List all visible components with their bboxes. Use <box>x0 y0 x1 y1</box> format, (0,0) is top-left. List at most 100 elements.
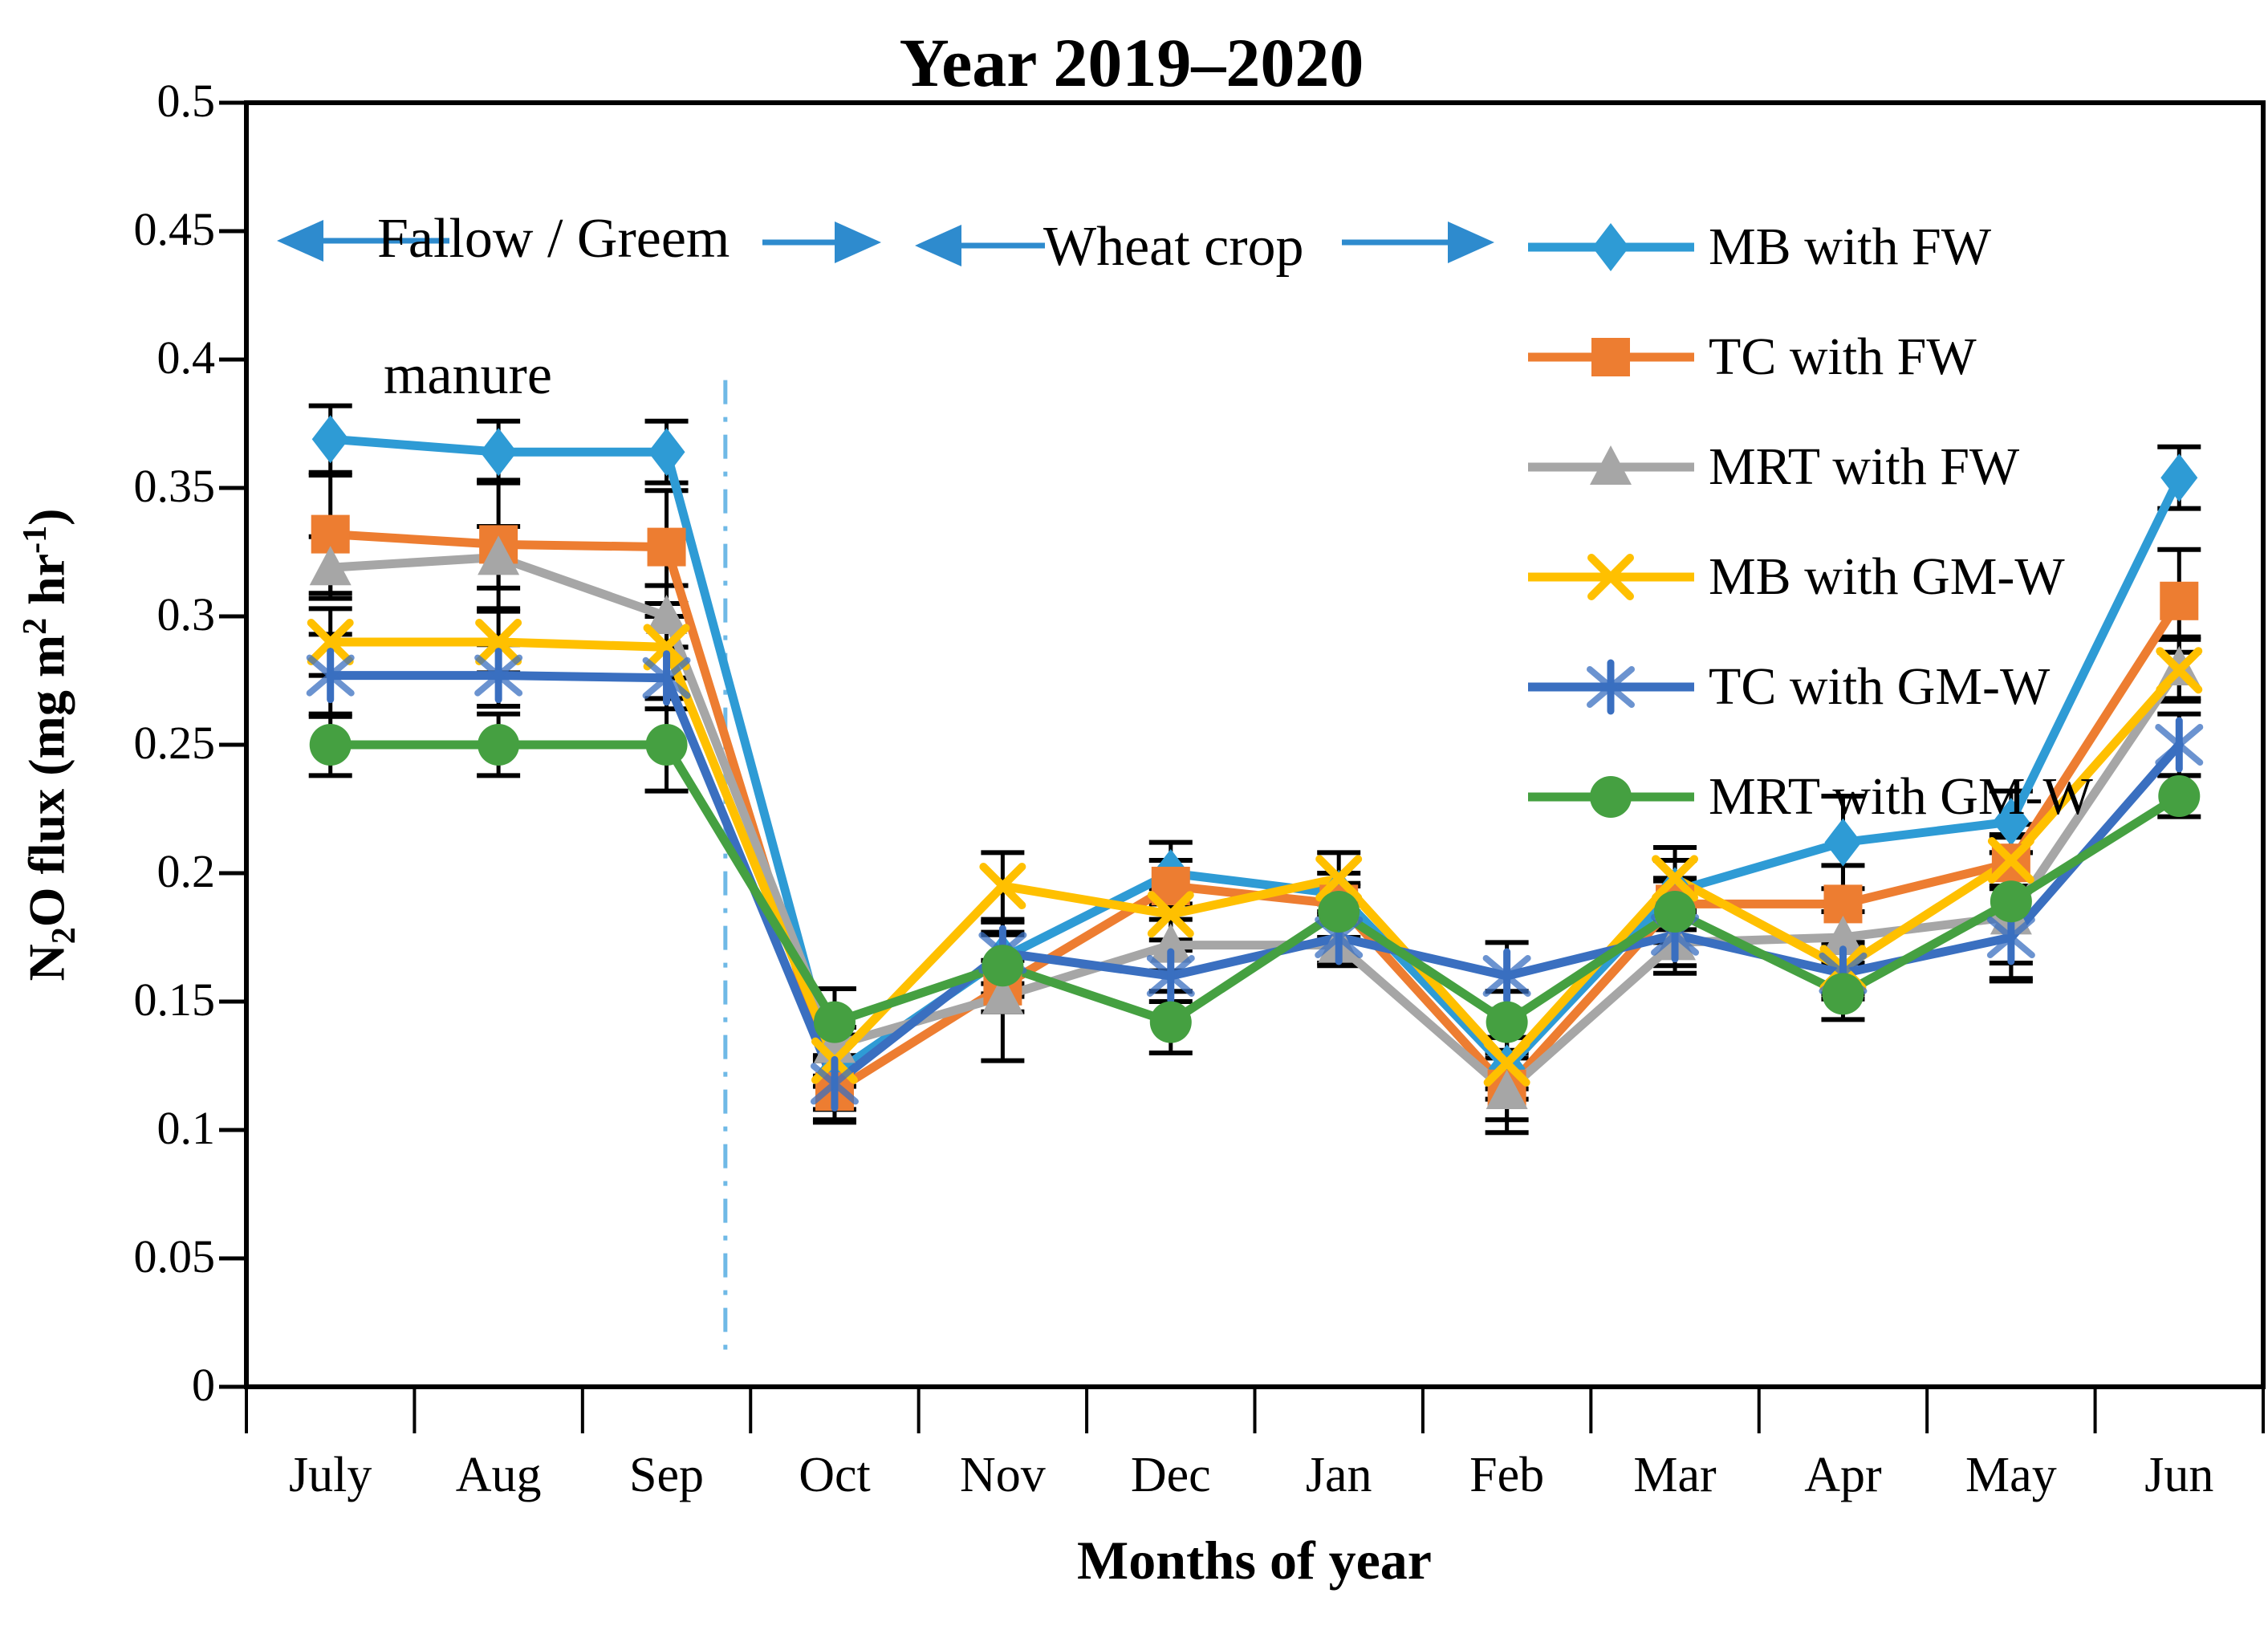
data-point-marker-triangle <box>1590 445 1632 485</box>
data-point-marker-asterisk <box>306 648 355 704</box>
data-point-marker-circle <box>1990 880 2032 923</box>
x-axis-month-label: Oct <box>799 1448 871 1502</box>
data-point-marker-asterisk <box>1587 659 1635 715</box>
data-point-marker-x <box>1652 855 1699 902</box>
data-point-marker-triangle <box>309 546 352 586</box>
data-point-marker-asterisk <box>810 1055 859 1112</box>
legend-label: MB with GM-W <box>1709 547 2065 606</box>
data-point-marker-circle <box>1654 891 1697 933</box>
data-point-marker-square <box>1591 338 1630 376</box>
data-point-marker-x <box>1147 891 1194 938</box>
data-point-marker-square <box>2160 581 2199 620</box>
arrow-right-icon <box>762 222 881 263</box>
data-point-marker-diamond <box>2160 453 2198 502</box>
legend-swatch <box>1528 554 1694 600</box>
x-axis-month-label: Sep <box>629 1448 705 1502</box>
x-axis-month-label: Aug <box>455 1448 542 1502</box>
data-point-marker-x <box>1315 855 1363 902</box>
data-point-marker-circle <box>309 724 352 766</box>
x-axis-month-label: Mar <box>1633 1448 1717 1502</box>
annotation-fallow-green: Fallow / Greem <box>377 208 730 270</box>
data-point-marker-x <box>475 619 522 665</box>
legend-item-tc-with-gm-w: TC with GM-W <box>1525 655 2050 719</box>
data-point-marker-circle <box>478 724 520 766</box>
legend-item-mrt-with-fw: MRT with FW <box>1525 435 2019 499</box>
y-axis-tick-label: 0.15 <box>133 973 216 1026</box>
legend-swatch <box>1528 338 1694 376</box>
y-axis-tick-label: 0.05 <box>133 1230 216 1282</box>
data-point-marker-diamond <box>1592 223 1629 271</box>
data-point-marker-circle <box>1486 1001 1528 1043</box>
data-point-marker-square <box>647 527 686 567</box>
data-point-marker-circle <box>813 1001 856 1043</box>
data-point-marker-circle <box>1318 891 1360 933</box>
data-point-marker-x <box>979 863 1026 909</box>
data-point-marker-circle <box>1590 776 1632 818</box>
data-point-marker-x <box>1987 837 2034 884</box>
data-point-marker-triangle <box>982 974 1024 1014</box>
y-axis-tick-label: 0.25 <box>133 717 216 769</box>
x-axis-month-label: Jun <box>2144 1448 2214 1502</box>
legend-label: TC with GM-W <box>1709 657 2051 716</box>
x-axis-title: Months of year <box>1077 1530 1432 1591</box>
legend-label: MB with FW <box>1709 217 1992 276</box>
y-axis-tick-label: 0.2 <box>156 845 216 897</box>
x-axis-month-label: Dec <box>1130 1448 1211 1502</box>
data-point-marker-x <box>1483 1039 1530 1087</box>
data-point-marker-circle <box>982 945 1024 987</box>
legend-swatch <box>1528 659 1694 715</box>
data-point-marker-x <box>2156 647 2203 694</box>
y-axis-tick-label: 0.5 <box>156 75 216 127</box>
legend-item-mb-with-gm-w: MB with GM-W <box>1525 545 2065 609</box>
data-point-marker-circle <box>1149 1001 1192 1043</box>
series-line-mrt-with-gm-w <box>326 740 2184 1027</box>
legend-item-mrt-with-gm-w: MRT with GM-W <box>1525 765 2093 829</box>
data-point-marker-circle <box>2158 775 2201 817</box>
y-axis-tick-label: 0 <box>192 1359 215 1411</box>
arrow-left-icon <box>915 225 1045 266</box>
data-point-marker-diamond <box>311 415 349 464</box>
data-point-marker-triangle <box>645 595 688 634</box>
x-axis-month-label: July <box>289 1448 372 1502</box>
data-point-marker-asterisk <box>1482 948 1531 1004</box>
legend-label: TC with FW <box>1709 327 1977 386</box>
y-axis-tick-label: 0.3 <box>156 588 216 640</box>
series-line-mb-with-fw <box>326 434 2184 1079</box>
series-line-tc-with-gm-w <box>326 671 2184 1088</box>
data-point-marker-asterisk <box>642 650 691 706</box>
data-point-marker-diamond <box>648 428 685 477</box>
y-axis-tick-label: 0.1 <box>156 1102 216 1154</box>
x-axis-month-label: May <box>1965 1448 2057 1502</box>
data-point-marker-triangle <box>1822 916 1864 955</box>
arrow-right-icon <box>1342 222 1494 263</box>
data-point-marker-diamond <box>1824 818 1862 867</box>
chart-title: Year 2019–2020 <box>899 24 1364 101</box>
y-axis-tick-label: 0.4 <box>156 331 216 384</box>
data-point-marker-asterisk <box>2155 717 2204 773</box>
series-line-mrt-with-fw <box>326 552 2184 1096</box>
legend-item-mb-with-fw: MB with FW <box>1525 215 1991 279</box>
series-line-mb-with-gm-w <box>326 637 2184 1068</box>
x-axis-month-label: Apr <box>1804 1448 1882 1502</box>
legend-swatch <box>1528 776 1694 818</box>
legend-item-tc-with-fw: TC with FW <box>1525 325 1977 389</box>
data-point-marker-x <box>307 619 354 665</box>
x-axis-month-label: Nov <box>959 1448 1046 1502</box>
data-point-marker-x <box>643 624 690 671</box>
data-point-marker-diamond <box>480 428 518 477</box>
x-axis-month-label: Jan <box>1305 1448 1372 1502</box>
data-point-marker-asterisk <box>1146 948 1195 1004</box>
legend-label: MRT with GM-W <box>1709 767 2093 826</box>
legend-label: MRT with FW <box>1709 437 2020 496</box>
arrow-left-icon <box>277 220 449 262</box>
data-point-marker-diamond <box>1992 798 2030 846</box>
y-axis-tick-label: 0.35 <box>133 460 216 512</box>
data-point-marker-x <box>1587 554 1634 600</box>
data-point-marker-triangle <box>1486 1070 1528 1109</box>
x-axis-month-label: Feb <box>1469 1448 1545 1502</box>
data-point-marker-asterisk <box>474 648 523 704</box>
annotation-wheat-crop: Wheat crop <box>1043 216 1304 278</box>
y-axis-tick-label: 0.45 <box>133 203 216 255</box>
